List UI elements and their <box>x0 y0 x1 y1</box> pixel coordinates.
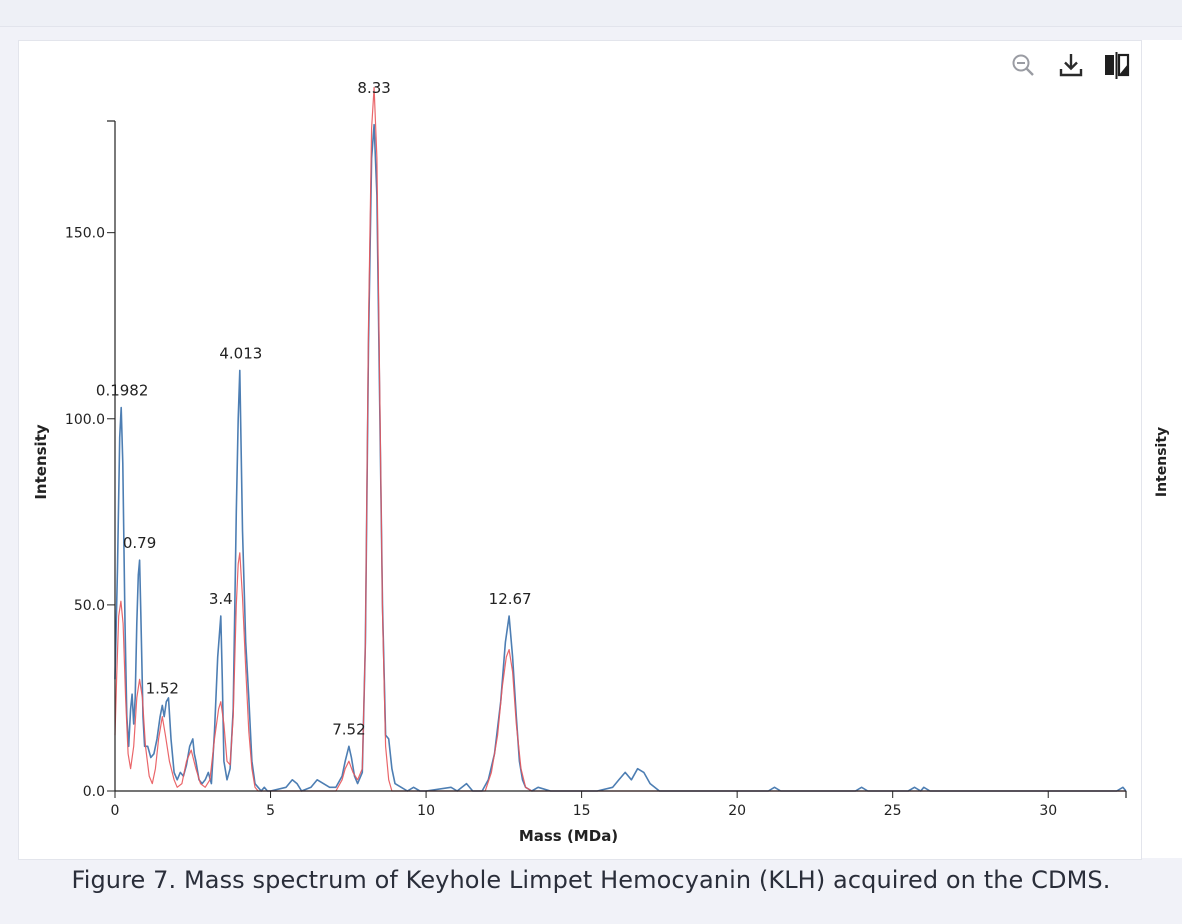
zoom-out-button[interactable] <box>1008 50 1038 80</box>
top-strip <box>0 0 1182 27</box>
figure-caption: Figure 7. Mass spectrum of Keyhole Limpe… <box>71 866 1111 894</box>
adjacent-chart-panel <box>1141 40 1182 858</box>
adjacent-chart-y-axis-label: Intensity <box>1154 426 1170 498</box>
zoom-out-icon <box>1012 54 1034 76</box>
compare-icon <box>1105 52 1130 79</box>
download-button[interactable] <box>1056 50 1086 80</box>
chart-toolbar <box>1008 50 1138 82</box>
compare-button[interactable] <box>1101 50 1131 80</box>
chart-panel <box>18 40 1142 860</box>
download-icon <box>1059 54 1083 77</box>
